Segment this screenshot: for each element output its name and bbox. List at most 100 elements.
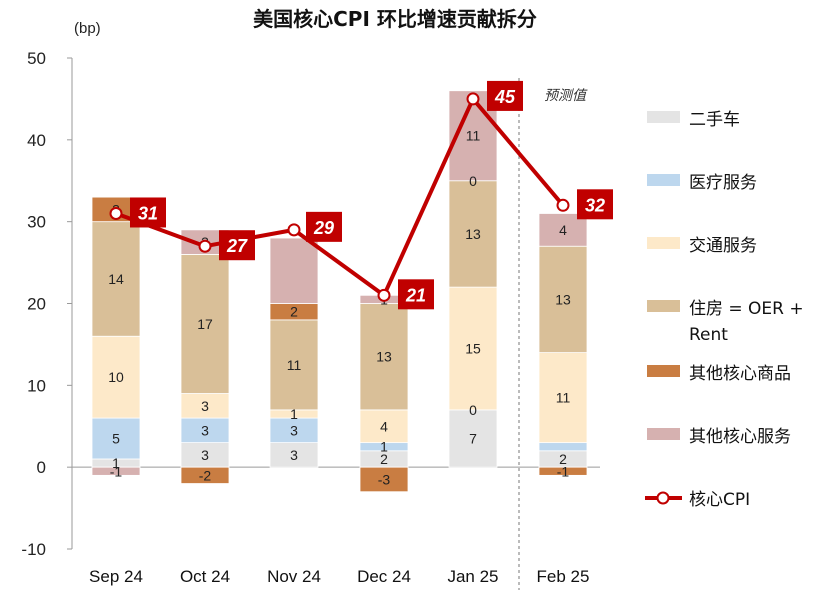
legend-label: 住房 = OER + Rent <box>689 299 804 345</box>
core-cpi-marker <box>109 206 123 220</box>
bar-segment <box>180 417 230 444</box>
bar-segment <box>269 319 319 411</box>
core-cpi-callout <box>130 197 166 228</box>
legend-swatch <box>647 174 680 186</box>
segment-label: 3 <box>201 447 209 463</box>
core-cpi-callout <box>487 80 523 111</box>
bar-segment <box>91 466 141 476</box>
bar-segment <box>448 180 498 288</box>
segment-label: 7 <box>469 431 477 447</box>
segment-label: -3 <box>378 471 391 487</box>
bar-segment <box>538 466 588 476</box>
chart-title: 美国核心CPI 环比增速贡献拆分 <box>253 7 537 31</box>
legend-swatch <box>647 300 680 312</box>
bar-segment <box>359 303 409 411</box>
y-tick-label: 40 <box>27 131 46 150</box>
legend-swatch <box>647 237 680 249</box>
legend-swatch <box>647 428 680 440</box>
forecast-label: 预测值 <box>544 88 588 104</box>
core-cpi-value-label: 32 <box>585 195 605 215</box>
core-cpi-callout <box>306 211 342 242</box>
segment-label: 0 <box>469 173 477 189</box>
bar-segment <box>269 237 319 304</box>
segment-label: 13 <box>465 226 481 242</box>
segment-label: 5 <box>112 431 120 447</box>
segment-label: -1 <box>557 463 570 479</box>
legend-label: 核心CPI <box>689 490 750 510</box>
core-cpi-value-label: 31 <box>138 203 158 223</box>
x-category-label: Oct 24 <box>180 567 230 586</box>
core-cpi-polyline <box>115 96 565 298</box>
core-cpi-marker <box>466 92 480 106</box>
bar-segment <box>180 393 230 419</box>
bar-segment <box>538 352 588 444</box>
x-axis-labels: Sep 24 Oct 24 Nov 24 Dec 24 Jan 25 Feb 25 <box>89 567 589 586</box>
segment-label: 10 <box>108 369 124 385</box>
segment-label: 2 <box>559 451 567 467</box>
bar-segment <box>538 442 588 452</box>
segment-label: 1 <box>380 439 388 455</box>
segment-label: 11 <box>556 390 571 406</box>
segment-label: 17 <box>197 316 213 332</box>
core-cpi-marker <box>287 223 301 237</box>
x-category-label: Feb 25 <box>537 567 590 586</box>
core-cpi-line: 31 27 29 21 45 32 <box>109 80 613 310</box>
x-category-label: Jan 25 <box>447 567 498 586</box>
segment-label: 3 <box>201 398 209 414</box>
core-cpi-callout <box>398 279 434 310</box>
bar-segment <box>269 442 319 468</box>
core-cpi-value-label: 21 <box>405 285 426 305</box>
x-category-label: Nov 24 <box>267 567 321 586</box>
bar-segment <box>448 286 498 411</box>
core-cpi-value-label: 29 <box>313 218 334 238</box>
segment-label: 13 <box>555 291 571 307</box>
core-cpi-callout <box>219 230 255 261</box>
legend-line-marker <box>656 491 670 505</box>
segment-label: 4 <box>380 418 388 434</box>
bar-segment <box>180 253 230 394</box>
segment-label: 14 <box>108 271 124 287</box>
segment-label: 3 <box>201 422 209 438</box>
legend-swatch <box>647 111 680 123</box>
bar-segment <box>180 442 230 468</box>
y-unit-label: (bp) <box>74 20 101 37</box>
core-cpi-marker <box>556 198 570 212</box>
segment-label: -1 <box>110 463 123 479</box>
x-category-label: Sep 24 <box>89 567 143 586</box>
y-tick-label: 50 <box>27 49 46 68</box>
segment-label: 2 <box>380 451 388 467</box>
legend-label: 二手车 <box>689 110 740 130</box>
segment-label: 1 <box>112 455 120 471</box>
core-cpi-marker <box>198 239 212 253</box>
segment-label: 11 <box>466 128 481 144</box>
core-cpi-marker <box>377 288 391 302</box>
bar-segment <box>448 409 498 468</box>
bar-segment <box>538 245 588 353</box>
segment-label: 13 <box>376 349 392 365</box>
bar-segment <box>91 417 141 460</box>
legend-label: 其他核心服务 <box>689 427 791 447</box>
bars <box>91 90 588 493</box>
segment-label: 3 <box>290 422 298 438</box>
segment-label: 1 <box>290 406 298 422</box>
bar-segment <box>359 409 409 444</box>
segment-label: 2 <box>290 304 298 320</box>
segment-label: 4 <box>559 222 567 238</box>
segment-label: -2 <box>199 467 212 483</box>
core-cpi-callout <box>577 189 613 220</box>
segment-label: 3 <box>290 447 298 463</box>
segment-label: 15 <box>465 341 481 357</box>
core-cpi-value-label: 45 <box>494 87 516 107</box>
segment-labels: 1510143-133317-2333111221413-31701513011… <box>108 128 571 488</box>
y-tick-label: 0 <box>37 458 46 477</box>
legend-label: 医疗服务 <box>689 173 757 193</box>
y-tick-label: -10 <box>21 540 46 559</box>
y-tick-label: 20 <box>27 295 46 314</box>
bar-segment <box>359 466 409 493</box>
y-tick-label: 10 <box>27 376 46 395</box>
y-tick-label: 30 <box>27 213 46 232</box>
legend-label: 交通服务 <box>689 236 757 256</box>
